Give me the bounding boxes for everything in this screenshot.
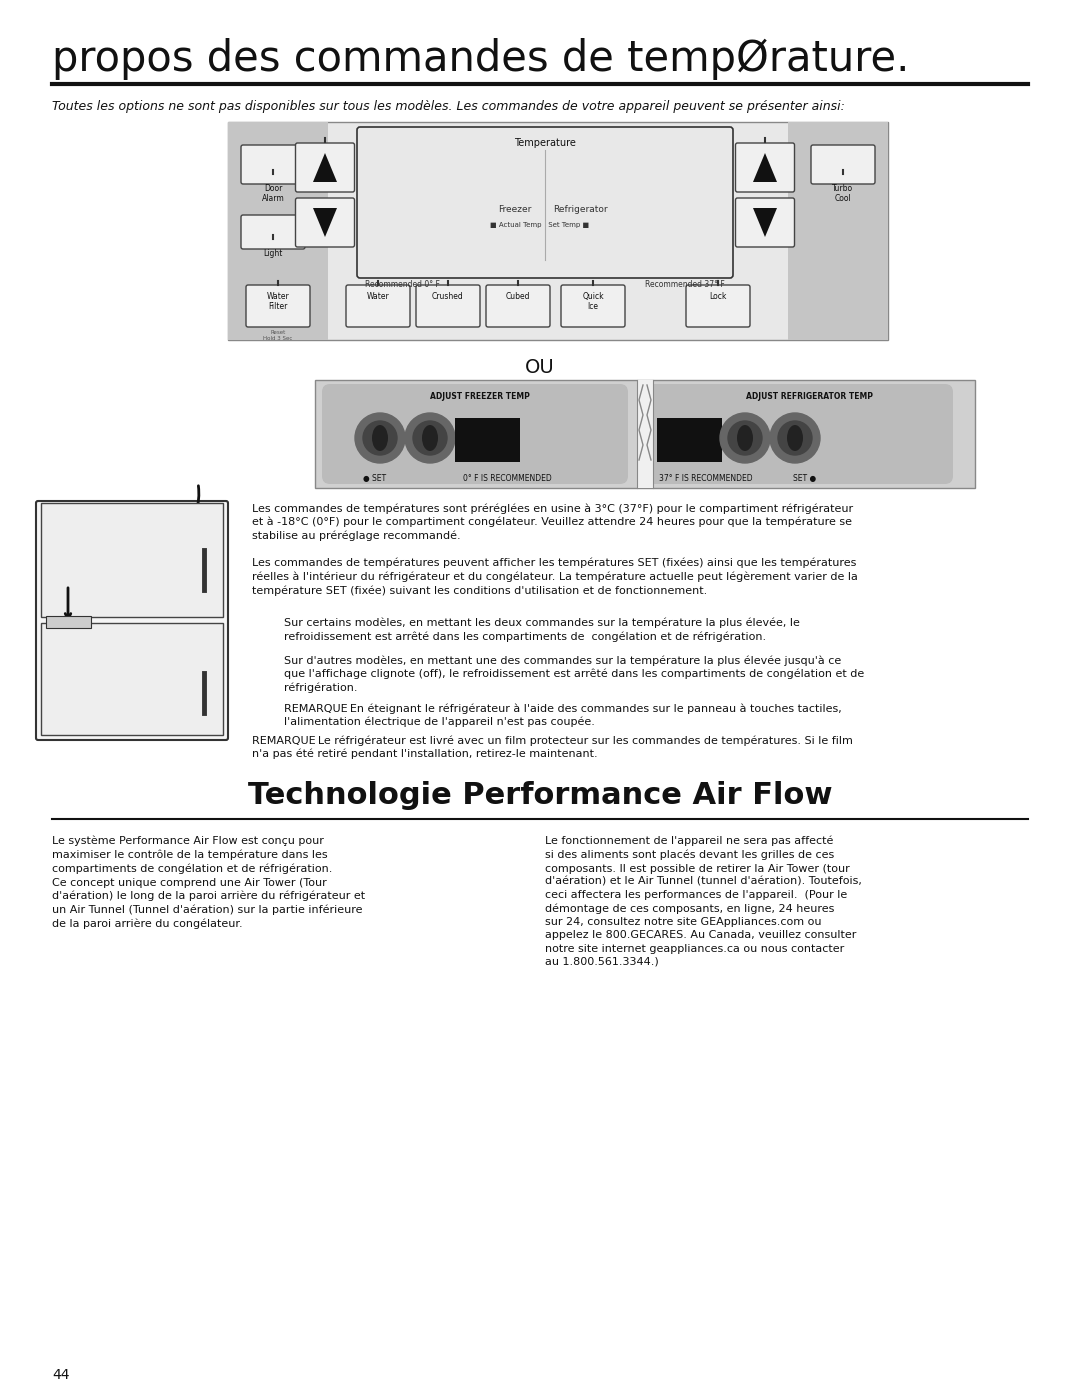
- FancyBboxPatch shape: [686, 285, 750, 327]
- FancyBboxPatch shape: [647, 384, 953, 483]
- Polygon shape: [753, 208, 777, 237]
- Text: Water: Water: [366, 292, 390, 300]
- Text: Les commandes de températures sont préréglées en usine à 3°C (37°F) pour le comp: Les commandes de températures sont préré…: [252, 503, 853, 541]
- FancyBboxPatch shape: [241, 145, 305, 184]
- Text: ADJUST REFRIGERATOR TEMP: ADJUST REFRIGERATOR TEMP: [746, 393, 874, 401]
- Text: Door
Alarm: Door Alarm: [261, 184, 284, 204]
- Text: ADJUST FREEZER TEMP: ADJUST FREEZER TEMP: [430, 393, 530, 401]
- Text: Crushed: Crushed: [432, 292, 464, 300]
- Text: Le système Performance Air Flow est conçu pour
maximiser le contrôle de la tempé: Le système Performance Air Flow est conç…: [52, 835, 365, 929]
- Circle shape: [770, 414, 820, 462]
- FancyBboxPatch shape: [296, 142, 354, 191]
- Text: Les commandes de températures peuvent afficher les températures SET (fixées) ain: Les commandes de températures peuvent af…: [252, 557, 858, 597]
- FancyBboxPatch shape: [486, 285, 550, 327]
- Text: SET ●: SET ●: [793, 474, 816, 483]
- Bar: [41, 623, 222, 735]
- Text: 0° F IS RECOMMENDED: 0° F IS RECOMMENDED: [463, 474, 552, 483]
- Bar: [788, 122, 888, 339]
- Text: ■ Actual Temp   Set Temp ■: ■ Actual Temp Set Temp ■: [490, 222, 590, 228]
- FancyBboxPatch shape: [322, 384, 627, 483]
- Ellipse shape: [422, 425, 438, 451]
- Text: Light: Light: [264, 249, 283, 258]
- Bar: [41, 503, 222, 617]
- FancyBboxPatch shape: [735, 142, 795, 191]
- Text: Toutes les options ne sont pas disponibles sur tous les modèles. Les commandes d: Toutes les options ne sont pas disponibl…: [52, 101, 845, 113]
- FancyBboxPatch shape: [416, 285, 480, 327]
- FancyBboxPatch shape: [811, 145, 875, 184]
- Bar: [46, 616, 91, 629]
- Text: Sur certains modèles, en mettant les deux commandes sur la température la plus é: Sur certains modèles, en mettant les deu…: [284, 617, 800, 643]
- Circle shape: [720, 414, 770, 462]
- Text: Le fonctionnement de l'appareil ne sera pas affecté
si des aliments sont placés : Le fonctionnement de l'appareil ne sera …: [545, 835, 862, 967]
- FancyBboxPatch shape: [241, 215, 305, 249]
- Bar: [315, 380, 975, 488]
- Text: OU: OU: [525, 358, 555, 377]
- Text: Recommended 0° F: Recommended 0° F: [365, 279, 440, 289]
- Text: Technologie Performance Air Flow: Technologie Performance Air Flow: [247, 781, 833, 810]
- Text: Sur d'autres modèles, en mettant une des commandes sur la température la plus él: Sur d'autres modèles, en mettant une des…: [284, 655, 864, 693]
- FancyBboxPatch shape: [246, 285, 310, 327]
- Circle shape: [405, 414, 455, 462]
- Text: Refrigerator: Refrigerator: [553, 205, 607, 214]
- Bar: [455, 418, 519, 462]
- FancyBboxPatch shape: [36, 502, 228, 740]
- FancyBboxPatch shape: [346, 285, 410, 327]
- Ellipse shape: [787, 425, 804, 451]
- FancyBboxPatch shape: [296, 198, 354, 247]
- Text: REMARQUE Le réfrigérateur est livré avec un film protecteur sur les commandes de: REMARQUE Le réfrigérateur est livré avec…: [252, 735, 853, 760]
- Text: Cubed: Cubed: [505, 292, 530, 300]
- Text: Water
Filter: Water Filter: [267, 292, 289, 312]
- Text: ● SET: ● SET: [363, 474, 387, 483]
- Text: 37° F IS RECOMMENDED: 37° F IS RECOMMENDED: [659, 474, 753, 483]
- Polygon shape: [313, 154, 337, 182]
- Polygon shape: [753, 154, 777, 182]
- Bar: [228, 122, 888, 339]
- Bar: [657, 418, 723, 462]
- Circle shape: [413, 420, 447, 455]
- FancyBboxPatch shape: [561, 285, 625, 327]
- Ellipse shape: [737, 425, 753, 451]
- Text: propos des commandes de tempØrature.: propos des commandes de tempØrature.: [52, 38, 909, 80]
- FancyBboxPatch shape: [357, 127, 733, 278]
- Bar: [637, 380, 653, 488]
- Circle shape: [728, 420, 762, 455]
- Text: Quick
Ice: Quick Ice: [582, 292, 604, 312]
- Circle shape: [363, 420, 397, 455]
- Text: 44: 44: [52, 1368, 69, 1382]
- Circle shape: [778, 420, 812, 455]
- FancyBboxPatch shape: [735, 198, 795, 247]
- Text: Temperature: Temperature: [514, 138, 576, 148]
- Polygon shape: [313, 208, 337, 237]
- Text: REMARQUE En éteignant le réfrigérateur à l'aide des commandes sur le panneau à t: REMARQUE En éteignant le réfrigérateur à…: [284, 703, 841, 728]
- Text: Reset
Hold 3 Sec: Reset Hold 3 Sec: [264, 330, 293, 341]
- Text: Recommended 37° F: Recommended 37° F: [645, 279, 725, 289]
- Text: Freezer: Freezer: [498, 205, 531, 214]
- Text: Turbo
Cool: Turbo Cool: [833, 184, 853, 204]
- Text: Lock: Lock: [710, 292, 727, 300]
- Bar: [228, 122, 328, 339]
- Circle shape: [355, 414, 405, 462]
- Ellipse shape: [372, 425, 388, 451]
